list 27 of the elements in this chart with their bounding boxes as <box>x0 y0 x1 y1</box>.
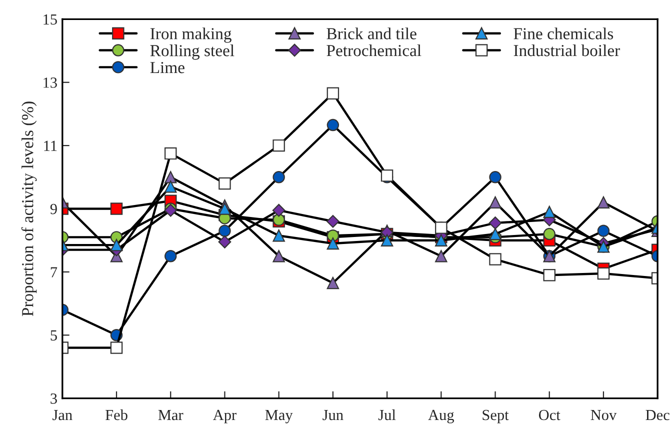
y-tick-label: 15 <box>44 14 57 25</box>
y-axis-title: Proportion of activity levels (%) <box>21 102 37 316</box>
x-tick-label: Nov <box>590 410 617 420</box>
y-tick-label: 11 <box>44 140 57 151</box>
x-tick-label: Oct <box>538 410 560 420</box>
y-tick-label: 13 <box>44 78 57 88</box>
x-tick-label: Aug <box>428 410 454 424</box>
x-tick-label: Feb <box>105 409 128 420</box>
legend-label: Iron making <box>150 28 232 43</box>
legend-label: Brick and tile <box>326 28 416 40</box>
y-tick-label: 3 <box>50 393 57 404</box>
x-tick-label: Dec <box>646 410 670 420</box>
legend-label: Industrial boiler <box>514 44 620 56</box>
legend-label: Rolling steel <box>150 44 234 60</box>
x-tick-label: Jul <box>378 409 396 420</box>
x-tick-label: Sept <box>482 410 509 424</box>
y-tick-label: 5 <box>50 330 57 341</box>
x-tick-label: May <box>265 410 293 424</box>
legend-label: Fine chemicals <box>514 28 614 40</box>
x-tick-label: Jun <box>322 410 344 420</box>
y-tick-label: 9 <box>50 204 57 214</box>
x-tick-label: Jan <box>52 410 72 420</box>
legend-label: Petrochemical <box>326 44 422 56</box>
legend-label: Lime <box>150 62 184 74</box>
x-tick-label: Apr <box>212 410 236 424</box>
x-tick-label: Mar <box>158 410 184 420</box>
y-tick-label: 7 <box>50 267 58 278</box>
